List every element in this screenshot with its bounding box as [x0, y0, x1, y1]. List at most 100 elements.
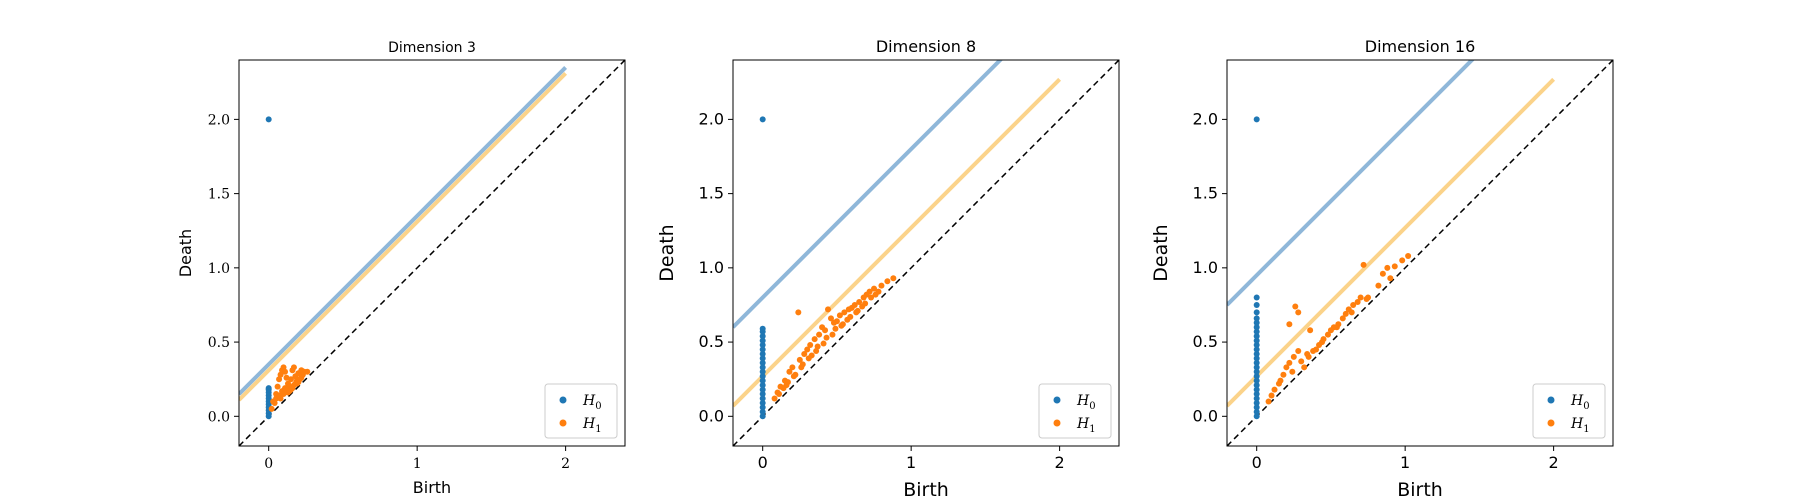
h1-threshold-line — [733, 77, 1062, 408]
point-h1 — [795, 309, 802, 316]
point-h1 — [290, 364, 297, 371]
y-axis-label: Death — [656, 224, 678, 281]
point-h1 — [1271, 386, 1278, 393]
point-h0 — [1253, 377, 1260, 384]
point-h1 — [841, 309, 848, 316]
point-h1 — [890, 275, 897, 282]
point-h0 — [1253, 319, 1260, 326]
legend-box — [1532, 383, 1606, 439]
point-h1 — [801, 350, 808, 357]
point-h0 — [1253, 359, 1260, 366]
point-h1 — [789, 364, 796, 371]
point-h0 — [759, 404, 766, 411]
point-h1 — [832, 325, 839, 332]
y-tick-label: 1.0 — [699, 258, 724, 277]
point-h0 — [1253, 408, 1260, 415]
point-h1 — [1384, 264, 1391, 271]
point-h0 — [759, 373, 766, 380]
point-h1 — [289, 385, 296, 392]
point-h1 — [807, 342, 814, 349]
point-h1 — [1363, 296, 1370, 303]
y-tick-label: 2.0 — [1193, 109, 1218, 128]
point-h0 — [1253, 373, 1260, 380]
legend-label-h0: H0 — [1570, 393, 1590, 412]
point-h0 — [1253, 368, 1260, 375]
point-h1 — [1387, 275, 1394, 282]
diagonal-line — [733, 60, 1119, 446]
point-h1 — [277, 395, 284, 402]
point-h0 — [1253, 386, 1260, 393]
chart-title: Dimension 16 — [1365, 37, 1476, 56]
y-tick-label: 2.0 — [208, 112, 230, 128]
point-h1 — [299, 371, 306, 378]
plot-area — [733, 60, 1119, 446]
point-h1 — [1283, 364, 1290, 371]
point-h1 — [1277, 377, 1284, 384]
point-h0 — [1253, 328, 1260, 335]
legend-marker-h1 — [1053, 419, 1061, 427]
point-h1 — [1391, 263, 1398, 270]
point-h1 — [808, 352, 815, 359]
legend-marker-h1 — [1547, 419, 1555, 427]
legend-label-h0: H0 — [1076, 393, 1096, 412]
y-tick-label: 2.0 — [699, 109, 724, 128]
point-h1 — [1292, 303, 1299, 310]
point-h1 — [875, 288, 882, 295]
point-h1 — [816, 331, 823, 338]
h0-threshold-line — [733, 60, 1004, 329]
x-tick-label: 1 — [1400, 453, 1410, 472]
point-h1 — [799, 361, 806, 368]
x-tick-label: 2 — [1549, 453, 1559, 472]
point-h1 — [280, 391, 287, 398]
point-h1 — [1265, 398, 1272, 405]
point-h1 — [829, 331, 836, 338]
point-h1 — [1280, 371, 1287, 378]
legend-marker-h0 — [559, 396, 567, 404]
point-h1 — [776, 391, 783, 398]
point-h1 — [304, 368, 311, 375]
point-h1 — [822, 327, 829, 334]
point-h1 — [823, 334, 830, 341]
point-h0 — [1253, 324, 1260, 331]
y-tick-label: 0.5 — [208, 335, 230, 351]
point-h1 — [1405, 252, 1412, 259]
point-h1 — [1319, 339, 1326, 346]
plot-area — [239, 60, 625, 446]
point-h1 — [1354, 298, 1361, 305]
y-tick-label: 0.5 — [699, 332, 724, 351]
point-h0 — [759, 333, 766, 340]
x-axis-label: Birth — [413, 478, 451, 497]
h1-threshold-line — [239, 71, 568, 402]
point-h0 — [1253, 346, 1260, 353]
point-h0 — [759, 325, 766, 332]
point-h1 — [1348, 309, 1355, 316]
y-tick-label: 1.5 — [208, 187, 230, 203]
legend-box — [544, 383, 618, 439]
point-h1 — [274, 383, 281, 390]
legend-marker-h0 — [1547, 396, 1555, 404]
point-h1 — [1339, 315, 1346, 322]
point-h0 — [1253, 355, 1260, 362]
chart-title: Dimension 8 — [876, 37, 976, 56]
y-tick-label: 0.0 — [699, 406, 724, 425]
point-h1 — [851, 301, 858, 308]
y-tick-label: 1.5 — [699, 184, 724, 203]
axes-frame — [238, 59, 626, 447]
point-h0 — [759, 368, 766, 375]
point-h1 — [792, 371, 799, 378]
y-axis-label: Death — [176, 229, 195, 277]
point-h1 — [839, 321, 846, 328]
legend-label-h1: H1 — [1570, 416, 1590, 435]
x-tick-label: 2 — [1055, 453, 1065, 472]
point-h0 — [1253, 294, 1260, 301]
point-h1 — [1360, 261, 1367, 268]
point-h0 — [1253, 301, 1260, 308]
point-h1 — [827, 315, 834, 322]
h0-threshold-line — [1227, 60, 1475, 307]
y-tick-label: 0.0 — [208, 409, 230, 425]
point-h1 — [884, 278, 891, 285]
point-h0 — [759, 355, 766, 362]
